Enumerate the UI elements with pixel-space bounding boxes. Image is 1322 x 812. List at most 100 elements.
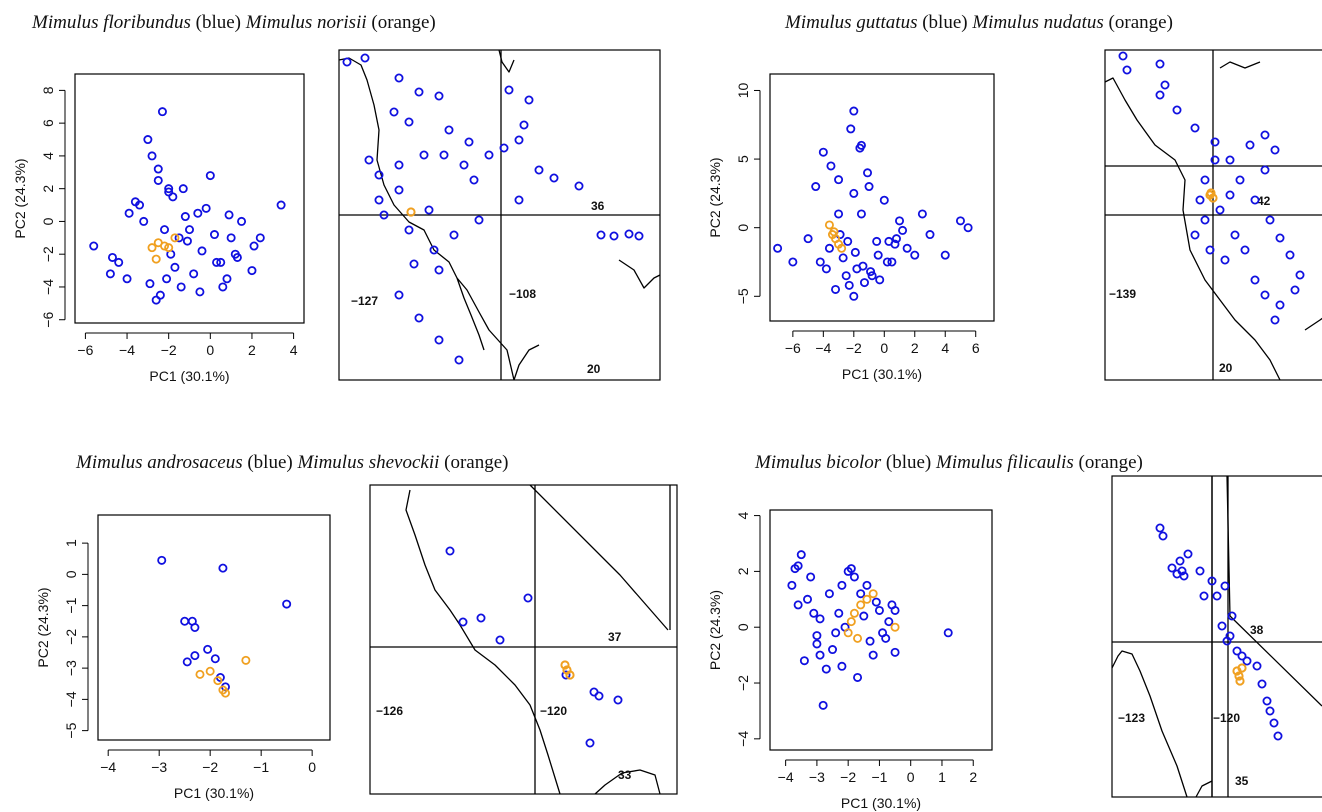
blue-map-point: [1265, 706, 1275, 716]
orange-scatter-point: [151, 254, 161, 264]
blue-scatter-point: [940, 250, 950, 260]
y-tick-label: −1: [63, 597, 79, 613]
blue-map-point: [519, 120, 529, 130]
blue-scatter-point: [846, 564, 856, 574]
blue-scatter-point: [145, 279, 155, 289]
blue-scatter-point: [963, 223, 973, 233]
y-axis-label: PC2 (24.3%): [707, 590, 723, 670]
blue-map-point: [1183, 549, 1193, 559]
y-axis-label: PC2 (24.3%): [12, 158, 28, 238]
map-grid-label: 36: [591, 199, 605, 213]
blue-map-point: [1242, 656, 1252, 666]
panel-title-4: Mimulus bicolor (blue) Mimulus filicauli…: [754, 452, 1143, 473]
blue-map-point: [1155, 59, 1165, 69]
range-map-1: 36 −127 −108 20: [338, 49, 661, 381]
blue-scatter-point: [212, 257, 222, 267]
blue-scatter-point: [884, 617, 894, 627]
blue-scatter-point: [153, 164, 163, 174]
blue-map-point: [1220, 255, 1230, 265]
blue-map-point: [1225, 155, 1235, 165]
x-tick-label: −6: [77, 342, 93, 358]
map-grid-label: −120: [1213, 711, 1240, 725]
x-tick-label: −1: [871, 769, 887, 785]
orange-map-point: [1235, 676, 1245, 686]
x-tick-label: 1: [938, 769, 946, 785]
blue-scatter-point: [859, 278, 869, 288]
blue-map-point: [1207, 576, 1217, 586]
species-name: Mimulus filicaulis: [935, 452, 1074, 473]
blue-map-point: [1252, 661, 1262, 671]
blue-scatter-point: [218, 563, 228, 573]
blue-scatter-point: [205, 171, 215, 181]
blue-map-point: [613, 695, 623, 705]
range-map-4: 38 −123 −120 35: [1111, 475, 1322, 798]
y-tick-label: −5: [735, 288, 751, 304]
blue-scatter-point: [863, 168, 873, 178]
blue-scatter-point: [855, 143, 865, 153]
orange-scatter-point: [853, 633, 863, 643]
blue-map-point: [1155, 90, 1165, 100]
x-tick-label: 0: [907, 769, 915, 785]
blue-map-point: [454, 355, 464, 365]
blue-map-point: [561, 670, 571, 680]
blue-map-point: [1118, 51, 1128, 61]
blue-map-point: [469, 175, 479, 185]
coastline: [405, 484, 671, 795]
y-axis-label: PC2 (24.3%): [35, 587, 51, 667]
x-tick-label: −2: [846, 340, 862, 356]
map-grid-label: −127: [351, 294, 378, 308]
blue-scatter-point: [122, 274, 132, 284]
blue-scatter-point: [898, 225, 908, 235]
orange-scatter-point: [241, 655, 251, 665]
blue-scatter-point: [843, 236, 853, 246]
y-tick-label: 4: [40, 152, 56, 160]
map-grid-label: −123: [1118, 711, 1145, 725]
blue-scatter-point: [879, 195, 889, 205]
blue-scatter-point: [866, 267, 876, 277]
blue-map-point: [1285, 250, 1295, 260]
blue-scatter-point: [955, 216, 965, 226]
blue-map-point: [1227, 611, 1237, 621]
x-tick-label: −3: [151, 759, 167, 775]
blue-map-point: [549, 173, 559, 183]
map-grid-label: −139: [1109, 287, 1136, 301]
blue-scatter-point: [831, 284, 841, 294]
species-name: Mimulus bicolor: [754, 452, 882, 473]
blue-map-point: [1250, 195, 1260, 205]
plot-frame: [97, 514, 331, 741]
orange-scatter-point: [170, 233, 180, 243]
panel-title-3: Mimulus androsaceus (blue) Mimulus shevo…: [75, 452, 509, 473]
blue-map-point: [389, 107, 399, 117]
blue-scatter-point: [276, 200, 286, 210]
x-tick-label: −4: [119, 342, 135, 358]
blue-map-point: [1167, 563, 1177, 573]
blue-map-point: [1260, 130, 1270, 140]
blue-map-point: [609, 231, 619, 241]
x-axis-label: PC1 (30.1%): [842, 366, 922, 382]
blue-map-point: [1232, 646, 1242, 656]
blue-map-point: [1190, 230, 1200, 240]
blue-map-point: [1210, 155, 1220, 165]
blue-scatter-point: [821, 264, 831, 274]
orange-map-point: [406, 207, 416, 217]
blue-scatter-point: [864, 182, 874, 192]
blue-map-point: [1190, 123, 1200, 133]
blue-scatter-point: [890, 647, 900, 657]
blue-map-point: [424, 205, 434, 215]
blue-scatter-point: [189, 269, 199, 279]
map-frame: [1111, 475, 1322, 798]
y-tick-label: 2: [40, 185, 56, 193]
x-tick-label: 4: [290, 342, 298, 358]
blue-scatter-point: [849, 572, 859, 582]
blue-map-point: [1160, 80, 1170, 90]
x-tick-label: 2: [911, 340, 919, 356]
blue-scatter-point: [824, 243, 834, 253]
species-name: Mimulus norisii: [245, 12, 367, 33]
blue-scatter-point: [887, 257, 897, 267]
blue-scatter-point: [197, 246, 207, 256]
blue-map-point: [1200, 175, 1210, 185]
y-tick-label: 5: [735, 155, 751, 163]
x-axis-label: PC1 (30.1%): [841, 795, 921, 811]
blue-map-point: [495, 635, 505, 645]
